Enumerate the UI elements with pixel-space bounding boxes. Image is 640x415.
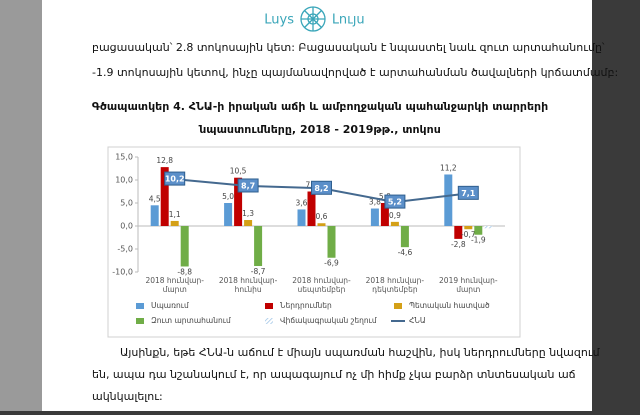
bar (224, 203, 233, 226)
bar (444, 174, 453, 226)
legend-marker (136, 303, 144, 309)
body-line: -1.9 տոկոսային կետով, ինչը պայմանավորված… (92, 66, 618, 79)
data-label-box (237, 178, 259, 193)
x-tick-label-box: 2018 հունվար-դեկտեմբեր (365, 276, 425, 294)
legend-label: ՀՆԱ (409, 316, 426, 325)
y-tick-label: 5,0 (120, 199, 133, 208)
x-tick-label: 2018 հունվար-հունիս (218, 276, 278, 294)
legend-label: Պետական հատված (409, 301, 490, 310)
data-label-box (311, 180, 332, 195)
data-label: 10,2 (165, 175, 185, 184)
data-label: 4,5 (149, 194, 161, 203)
x-tick-label: 2018 հունվար-սեպտեմբեր (292, 276, 351, 294)
chart: 15,0 10,0 5,0 0,0 -5,0 -10,0 2018 հունվար-մարտ… (112, 153, 505, 325)
x-tick-label-box: 2019 հունվար-մարտ (439, 276, 498, 294)
bar (244, 220, 253, 226)
body-line: Այսինքն, եթե ՀՆԱ-ն աճում է միայն սպառման… (120, 346, 601, 359)
bar (170, 220, 179, 226)
bar (464, 226, 473, 230)
data-label: 10,5 (230, 167, 247, 176)
data-label-box (457, 185, 479, 200)
data-label: 3,6 (296, 198, 308, 207)
figure-caption: Գծապատկեր 4. ՀՆԱ-ի իրական աճի և ամբողջակ… (92, 100, 548, 113)
legend-marker (265, 303, 273, 309)
data-label: 7,1 (461, 189, 476, 198)
data-label-box (384, 194, 406, 209)
bar (317, 223, 326, 226)
bar (150, 205, 159, 226)
logo-text: Luys (264, 13, 294, 28)
legend-label: Զուտ արտահանում (151, 316, 231, 325)
data-label: -8,7 (251, 267, 266, 276)
data-label: 5,0 (222, 192, 234, 201)
bar (454, 226, 463, 239)
x-tick-label: 2018 հունվար-դեկտեմբեր (365, 276, 425, 294)
data-label: 1,3 (242, 209, 254, 218)
data-label: -0,7 (461, 230, 476, 239)
data-label: 8,2 (314, 184, 328, 193)
bar (484, 226, 493, 229)
y-tick-label: -5,0 (117, 245, 133, 254)
x-tick-label-box: 2018 հունվար-սեպտեմբեր (292, 276, 351, 294)
y-tick-label: 10,0 (115, 176, 133, 185)
bar (390, 221, 399, 226)
y-tick-label: 0,0 (120, 222, 133, 231)
data-label: -8,8 (177, 267, 192, 276)
legend-marker (265, 318, 273, 324)
x-tick-label: 2019 հունվար-մարտ (439, 276, 498, 294)
body-line: ակնկալելու: (92, 390, 163, 403)
data-label: 0,6 (316, 212, 328, 221)
bar (307, 191, 316, 226)
data-label: -2,8 (451, 240, 466, 249)
data-label: -4,6 (398, 248, 413, 257)
data-label-box (164, 171, 186, 186)
bar (254, 226, 263, 267)
bar (180, 226, 189, 267)
data-label: 5,2 (388, 198, 402, 207)
bar (297, 209, 306, 226)
bar (234, 177, 243, 226)
bar (370, 208, 379, 226)
figure-caption: նպաստումները, 2018 - 2019թթ., տոկոս (198, 123, 441, 136)
data-label: 8,7 (241, 181, 255, 190)
y-tick-label: 15,0 (115, 153, 133, 162)
x-tick-label: 2018 հունվար-մարտ (145, 276, 204, 294)
data-label: -6,9 (324, 259, 339, 268)
data-label: 3,8 (369, 198, 381, 207)
bar (380, 203, 389, 226)
bar (327, 226, 336, 258)
legend-label: Ներդրումներ (280, 301, 332, 310)
body-line: բացասական՝ 2.8 տոկոսային կետ: Բացասական … (92, 41, 605, 54)
data-label: 0,9 (389, 211, 401, 220)
y-tick-label: -10,0 (112, 268, 133, 277)
logo-text: Լույս (332, 13, 365, 28)
left-margin (0, 0, 42, 411)
x-tick-label-box: 2018 հունվար-մարտ (145, 276, 204, 294)
bar (474, 226, 483, 235)
data-label: 12,8 (156, 156, 173, 165)
x-tick-label-box: 2018 հունվար-հունիս (218, 276, 278, 294)
data-label: 11,2 (440, 163, 457, 172)
legend-label: Վիճակագրական շեղում (280, 316, 377, 325)
body-line: են, ապա դա նշանակում է, որ ապագայում ոչ … (92, 368, 576, 381)
data-label: -1,9 (471, 236, 486, 245)
bar (400, 226, 409, 248)
bar (160, 167, 169, 226)
data-label: 1,1 (169, 210, 181, 219)
legend-marker (394, 303, 402, 309)
legend-marker (136, 318, 144, 324)
logo-emblem (300, 6, 326, 32)
legend-label: Սպառում (151, 301, 189, 310)
